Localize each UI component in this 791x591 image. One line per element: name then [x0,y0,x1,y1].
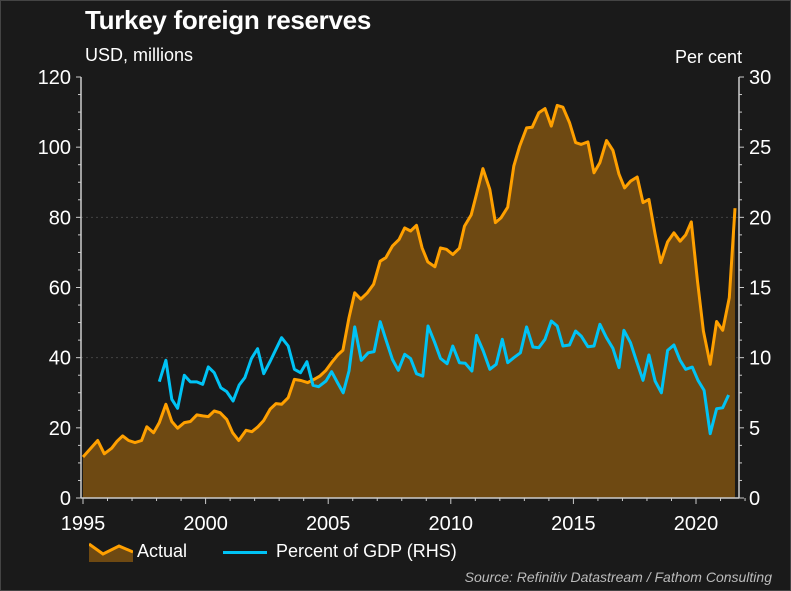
right-tick-label: 25 [749,137,771,159]
left-axis-label: USD, millions [85,45,194,65]
x-tick-label: 2010 [429,513,474,535]
x-tick-label: 1995 [61,513,106,535]
right-tick-label: 20 [749,207,771,229]
right-tick-label: 10 [749,348,771,370]
x-tick-label: 2020 [674,513,719,535]
left-tick-label: 0 [60,488,71,510]
left-tick-label: 100 [38,137,71,159]
left-tick-label: 80 [49,207,71,229]
right-axis-label: Per cent [674,47,742,67]
actual-line [81,103,737,458]
right-tick-label: 30 [749,67,771,89]
left-tick-label: 20 [49,418,71,440]
legend-swatch-line [223,550,267,554]
gdp-line [157,319,730,436]
x-tick-label: 2000 [183,513,228,535]
x-tick-label: 2015 [551,513,596,535]
legend-swatch-area [88,543,134,563]
legend-item-gdp: Percent of GDP (RHS) [223,541,457,562]
left-tick-label: 120 [38,67,71,89]
right-tick-label: 5 [749,418,760,440]
left-tick-label: 60 [49,278,71,300]
legend-item-actual: Actual [88,541,188,563]
chart-title: Turkey foreign reserves [85,5,371,35]
source-note: Source: Refinitiv Datastream / Fathom Co… [464,569,772,585]
legend-label: Percent of GDP (RHS) [276,541,457,561]
actual-area [83,105,735,499]
legend-label: Actual [137,541,188,561]
left-tick-label: 40 [49,348,71,370]
right-tick-label: 0 [749,488,760,510]
x-tick-label: 2005 [306,513,351,535]
right-tick-label: 15 [749,278,771,300]
